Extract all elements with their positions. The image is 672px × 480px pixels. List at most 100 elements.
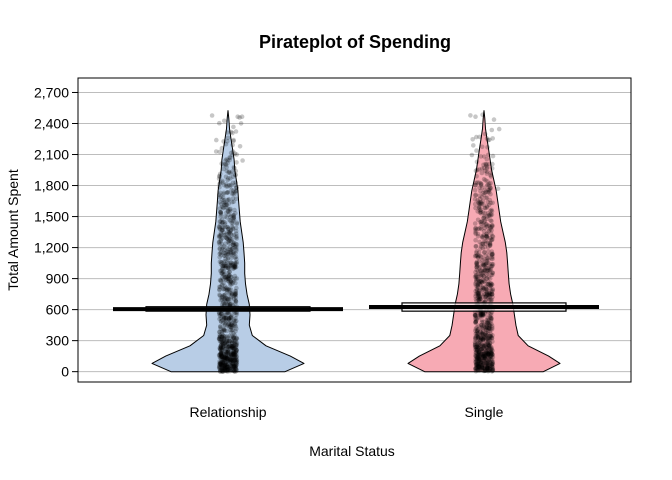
data-point — [480, 337, 486, 342]
data-point — [220, 357, 226, 363]
data-point — [480, 332, 486, 337]
data-point — [222, 346, 227, 351]
data-point — [485, 366, 490, 372]
data-point — [482, 219, 487, 225]
data-point — [481, 270, 486, 276]
data-point — [489, 282, 495, 287]
data-point — [217, 368, 223, 374]
data-point — [225, 160, 230, 166]
data-point — [473, 226, 478, 232]
data-point — [487, 337, 493, 343]
data-point — [475, 327, 481, 332]
data-point — [484, 204, 490, 209]
data-point — [218, 333, 223, 339]
data-point — [485, 362, 490, 368]
data-point — [227, 339, 232, 345]
data-point — [223, 320, 228, 325]
data-point — [219, 271, 224, 276]
data-point — [232, 346, 238, 352]
data-point — [219, 334, 225, 340]
data-point — [476, 330, 481, 336]
data-point — [227, 218, 232, 223]
data-point — [485, 235, 490, 241]
data-point — [486, 187, 492, 193]
data-point — [477, 226, 482, 231]
data-point — [224, 349, 229, 355]
y-tick-label: 1,800 — [34, 178, 69, 194]
data-point — [484, 349, 490, 355]
data-point — [225, 368, 231, 373]
data-point — [476, 335, 481, 341]
data-point — [490, 288, 496, 293]
data-point — [222, 272, 227, 277]
data-point — [473, 294, 478, 299]
data-point — [490, 251, 496, 257]
data-point — [488, 347, 494, 353]
data-point — [476, 356, 482, 362]
data-point — [484, 348, 490, 353]
data-point — [232, 352, 237, 358]
data-point — [482, 368, 488, 374]
data-point — [472, 312, 478, 317]
data-point — [233, 298, 239, 304]
data-point — [479, 219, 485, 224]
data-point — [472, 197, 478, 202]
data-point — [219, 204, 225, 210]
data-point — [219, 161, 224, 166]
data-point — [479, 235, 485, 240]
data-point — [474, 350, 479, 355]
data-point — [474, 361, 479, 367]
data-point — [234, 318, 239, 324]
data-point — [487, 291, 493, 297]
data-point — [473, 345, 479, 350]
data-point — [227, 250, 232, 255]
data-point — [476, 344, 482, 349]
data-point — [481, 353, 486, 359]
data-point — [228, 322, 234, 328]
data-point — [217, 336, 222, 342]
data-point — [489, 354, 495, 359]
data-point — [484, 325, 490, 331]
data-point — [231, 364, 236, 370]
data-point — [228, 324, 233, 329]
data-point — [483, 241, 488, 246]
y-tick-label: 2,700 — [34, 84, 69, 100]
data-point — [229, 324, 235, 329]
data-point — [479, 346, 484, 352]
data-point — [472, 221, 478, 226]
data-point — [487, 322, 492, 328]
data-point — [475, 362, 480, 368]
data-point — [484, 291, 490, 297]
data-point — [229, 224, 235, 230]
data-point — [225, 184, 230, 189]
data-point — [472, 187, 478, 193]
data-point — [219, 340, 225, 346]
data-point — [233, 250, 238, 256]
data-point — [225, 249, 231, 255]
data-point — [237, 115, 242, 120]
data-point — [217, 313, 223, 319]
data-point — [475, 255, 481, 260]
data-point — [240, 158, 245, 163]
data-point — [479, 322, 484, 328]
data-point — [486, 181, 492, 187]
data-point — [231, 367, 237, 373]
data-point — [232, 264, 238, 270]
data-point — [229, 366, 235, 372]
data-point — [230, 358, 236, 364]
data-point — [484, 234, 489, 240]
data-point — [217, 367, 223, 373]
data-point — [490, 348, 495, 354]
data-point — [474, 267, 480, 273]
data-point — [223, 363, 228, 368]
data-point — [219, 283, 224, 288]
data-point — [221, 342, 226, 347]
data-point — [475, 332, 480, 337]
data-point — [230, 280, 235, 286]
data-point — [229, 301, 234, 306]
data-point — [229, 345, 235, 350]
data-point — [486, 358, 492, 364]
data-point — [476, 350, 482, 356]
data-point — [222, 355, 228, 361]
data-point — [218, 232, 224, 237]
